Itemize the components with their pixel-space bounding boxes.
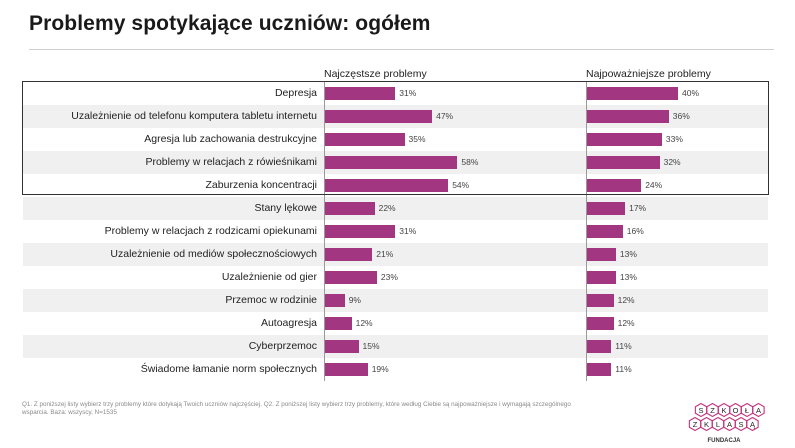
value-label-most-common: 47% xyxy=(436,111,454,121)
bar-most-common xyxy=(324,294,345,307)
row-band xyxy=(23,289,768,312)
bar-most-common xyxy=(324,110,433,123)
column-header-most-common: Najczęstsze problemy xyxy=(324,68,427,80)
bar-most-common xyxy=(324,363,368,376)
value-label-most-serious: 40% xyxy=(682,88,700,98)
bar-most-serious xyxy=(586,87,678,100)
value-label-most-common: 31% xyxy=(399,226,417,236)
value-label-most-common: 58% xyxy=(461,157,479,167)
value-label-most-common: 35% xyxy=(408,134,426,144)
bar-most-serious xyxy=(586,248,616,261)
logo-letter: Z xyxy=(710,406,715,415)
bar-most-common xyxy=(324,248,373,261)
category-label: Uzależnienie od mediów społecznościowych xyxy=(110,248,317,260)
value-label-most-common: 15% xyxy=(362,341,380,351)
bar-most-serious xyxy=(586,156,660,169)
category-label: Stany lękowe xyxy=(254,202,317,214)
value-label-most-serious: 24% xyxy=(645,180,663,190)
bar-most-common xyxy=(324,340,359,353)
category-label: Cyberprzemoc xyxy=(248,340,317,352)
value-label-most-serious: 11% xyxy=(615,364,632,374)
logo-letter: Z xyxy=(693,420,698,429)
value-label-most-common: 21% xyxy=(376,249,394,259)
axis-most-common xyxy=(324,82,325,381)
category-label: Depresja xyxy=(274,87,317,99)
column-header-most-serious: Najpoważniejsze problemy xyxy=(586,68,711,80)
category-label: Uzależnienie od gier xyxy=(221,271,317,283)
logo-hexagon xyxy=(752,402,765,418)
value-label-most-serious: 11% xyxy=(615,341,632,351)
bar-most-serious xyxy=(586,179,642,192)
bar-most-common xyxy=(324,225,396,238)
value-label-most-common: 31% xyxy=(399,88,417,98)
value-label-most-serious: 32% xyxy=(663,157,681,167)
category-label: Agresja lub zachowania destrukcyjne xyxy=(144,133,317,145)
logo-letter: S xyxy=(738,420,743,429)
axis-most-serious xyxy=(586,82,587,381)
bar-most-serious xyxy=(586,202,626,215)
bar-most-serious xyxy=(586,294,614,307)
category-label: Przemoc w rodzinie xyxy=(225,294,317,306)
row-band xyxy=(23,243,768,266)
value-label-most-serious: 36% xyxy=(672,111,690,121)
logo-letter: K xyxy=(721,406,726,415)
bar-most-serious xyxy=(586,317,614,330)
logo-letter: L xyxy=(716,420,720,429)
logo-letter: Ą xyxy=(750,420,756,429)
bar-most-serious xyxy=(586,110,669,123)
row-band xyxy=(23,335,768,358)
logo-letter: O xyxy=(733,406,739,415)
value-label-most-serious: 33% xyxy=(665,134,683,144)
bar-most-serious xyxy=(586,133,662,146)
category-label: Świadome łamanie norm społecznych xyxy=(140,363,317,375)
value-label-most-common: 22% xyxy=(378,203,396,213)
value-label-most-common: 12% xyxy=(355,318,373,328)
value-label-most-serious: 16% xyxy=(626,226,644,236)
value-label-most-common: 19% xyxy=(371,364,389,374)
category-label: Zaburzenia koncentracji xyxy=(205,179,317,191)
top-five-highlight-box xyxy=(22,81,769,195)
value-label-most-common: 23% xyxy=(380,272,398,282)
value-label-most-serious: 13% xyxy=(619,272,637,282)
footnote: Q1. Z poniższej listy wybierz trzy probl… xyxy=(22,401,571,416)
page-title: Problemy spotykające uczniów: ogółem xyxy=(29,12,431,35)
logo-letter: K xyxy=(704,420,709,429)
bar-most-serious xyxy=(586,340,612,353)
bar-most-serious xyxy=(586,225,623,238)
bar-most-common xyxy=(324,87,396,100)
title-divider xyxy=(29,49,774,50)
bar-most-common xyxy=(324,179,449,192)
logo-letter: Ł xyxy=(745,406,749,415)
value-label-most-serious: 12% xyxy=(617,318,635,328)
bar-most-common xyxy=(324,317,352,330)
value-label-most-serious: 17% xyxy=(629,203,647,213)
logo-letter: A xyxy=(727,420,732,429)
row-band xyxy=(23,197,768,220)
category-label: Uzależnienie od telefonu komputera table… xyxy=(71,110,317,122)
category-label: Problemy w relacjach z rodzicami opiekun… xyxy=(104,225,317,237)
value-label-most-common: 9% xyxy=(348,295,361,305)
bar-most-common xyxy=(324,133,405,146)
logo-letter: S xyxy=(698,406,703,415)
logo-hexagon xyxy=(746,416,759,432)
bar-most-serious xyxy=(586,363,612,376)
bar-most-common xyxy=(324,156,458,169)
value-label-most-serious: 12% xyxy=(617,295,635,305)
category-label: Autoagresja xyxy=(260,317,317,329)
logo-letter: A xyxy=(756,406,761,415)
value-label-most-serious: 13% xyxy=(619,249,637,259)
logo-caption: FUNDACJA xyxy=(708,438,742,444)
category-label: Problemy w relacjach z rówieśnikami xyxy=(145,156,317,168)
value-label-most-common: 54% xyxy=(452,180,470,190)
bar-most-common xyxy=(324,202,375,215)
bar-most-common xyxy=(324,271,377,284)
bar-most-serious xyxy=(586,271,616,284)
